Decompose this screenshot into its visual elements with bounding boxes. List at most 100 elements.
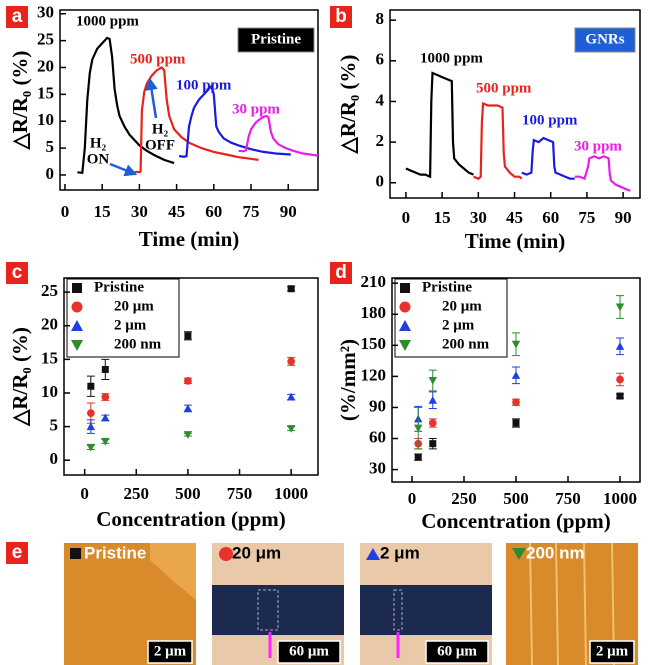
series-label: 30 ppm bbox=[574, 138, 622, 154]
point bbox=[286, 392, 296, 401]
chart-title: Pristine bbox=[251, 31, 301, 47]
panel-letter-box bbox=[6, 6, 28, 28]
x-tick-label: 250 bbox=[451, 489, 477, 508]
legend-label: 20 μm bbox=[114, 298, 154, 314]
y-tick-label: 90 bbox=[369, 396, 386, 415]
legend-label: 200 nm bbox=[442, 336, 490, 352]
legend-marker bbox=[366, 548, 380, 560]
image-feature bbox=[150, 543, 196, 600]
point bbox=[184, 377, 192, 385]
title-box bbox=[574, 27, 636, 53]
point bbox=[101, 365, 109, 373]
x-tick-label: 45 bbox=[168, 202, 185, 221]
scale-bar-label: 60 μm bbox=[437, 643, 477, 659]
legend-marker bbox=[399, 301, 411, 313]
y-tick-label: 30 bbox=[369, 458, 386, 477]
panel-letter-box bbox=[330, 262, 352, 284]
y-tick-label: 0 bbox=[50, 449, 59, 468]
x-tick-label: 15 bbox=[434, 208, 451, 227]
y-tick-label: 8 bbox=[376, 9, 385, 28]
scale-bar-box bbox=[589, 640, 635, 664]
x-tick-label: 250 bbox=[124, 484, 150, 503]
gap bbox=[257, 589, 279, 631]
series-line bbox=[574, 155, 631, 192]
point bbox=[429, 440, 437, 448]
y-tick-label: 60 bbox=[369, 427, 386, 446]
plot-frame bbox=[63, 277, 319, 476]
point bbox=[183, 404, 193, 412]
panel-letter: e bbox=[12, 542, 23, 563]
x-tick-label: 500 bbox=[503, 489, 529, 508]
y-tick-label: 10 bbox=[37, 110, 54, 129]
point bbox=[287, 285, 295, 293]
annotation: ON bbox=[87, 151, 110, 167]
y-tick-label: 150 bbox=[361, 334, 387, 353]
x-tick-label: 15 bbox=[94, 202, 111, 221]
y-axis-label: (%/mm²) bbox=[336, 339, 360, 421]
x-axis-label: Concentration (ppm) bbox=[96, 507, 286, 531]
series-line bbox=[405, 71, 474, 179]
point bbox=[86, 422, 96, 431]
y-tick-label: 20 bbox=[41, 315, 58, 334]
x-tick-label: 30 bbox=[131, 202, 148, 221]
point bbox=[414, 453, 422, 461]
legend-label: 20 μm bbox=[442, 298, 482, 314]
point bbox=[428, 395, 437, 404]
panel-letter-box bbox=[6, 262, 28, 284]
legend-marker bbox=[219, 547, 233, 561]
image-caption: 200 nm bbox=[526, 543, 585, 562]
point bbox=[615, 342, 625, 350]
panel-letter: d bbox=[335, 262, 347, 283]
scale-bar-box bbox=[425, 640, 489, 664]
scale-bar-label: 2 μm bbox=[154, 643, 187, 659]
legend-marker bbox=[399, 340, 411, 351]
y-tick-label: 180 bbox=[361, 303, 387, 322]
image-caption: Pristine bbox=[84, 543, 146, 562]
x-tick-label: 0 bbox=[80, 484, 89, 503]
legend-label: 2 μm bbox=[114, 317, 147, 333]
point bbox=[414, 424, 423, 433]
legend-marker bbox=[71, 301, 83, 313]
point bbox=[87, 382, 95, 390]
y-tick-label: 4 bbox=[376, 90, 385, 109]
legend-marker bbox=[400, 283, 410, 293]
image-caption: 2 μm bbox=[380, 543, 420, 562]
plot-frame bbox=[59, 9, 319, 191]
point bbox=[86, 443, 96, 452]
y-axis-label: △R/R₀ (%) bbox=[336, 55, 360, 155]
legend-label: 2 μm bbox=[442, 317, 475, 333]
annotation: OFF bbox=[145, 137, 175, 153]
legend-marker bbox=[70, 548, 81, 559]
point bbox=[511, 371, 521, 379]
series-line bbox=[178, 84, 291, 158]
scale-bar-box bbox=[277, 640, 341, 664]
legend-marker bbox=[399, 320, 411, 331]
point bbox=[101, 413, 110, 422]
x-tick-label: 30 bbox=[470, 208, 487, 227]
point bbox=[86, 409, 95, 417]
x-tick-label: 90 bbox=[280, 202, 297, 221]
y-tick-label: 2 bbox=[376, 131, 385, 150]
y-axis-label: △R/R₀ (%) bbox=[8, 327, 32, 427]
point bbox=[101, 437, 110, 446]
point bbox=[511, 340, 521, 349]
panel-letter-box bbox=[330, 6, 352, 28]
y-tick-label: 10 bbox=[41, 382, 58, 401]
series-label: 100 ppm bbox=[522, 112, 578, 128]
point bbox=[616, 375, 624, 384]
series-line bbox=[521, 136, 575, 180]
channel bbox=[360, 585, 492, 635]
point bbox=[512, 419, 520, 427]
legend-label: 200 nm bbox=[114, 336, 162, 352]
y-tick-label: 25 bbox=[41, 281, 58, 300]
scale-bar-label: 60 μm bbox=[289, 643, 329, 659]
x-tick-label: 90 bbox=[615, 208, 632, 227]
x-tick-label: 60 bbox=[542, 208, 559, 227]
x-tick-label: 1000 bbox=[274, 484, 308, 503]
y-tick-label: 0 bbox=[46, 164, 55, 183]
y-tick-label: 25 bbox=[37, 30, 54, 49]
y-tick-label: 210 bbox=[361, 272, 387, 291]
gap bbox=[393, 589, 403, 631]
annotation: H₂ bbox=[152, 121, 169, 137]
point bbox=[428, 377, 437, 385]
